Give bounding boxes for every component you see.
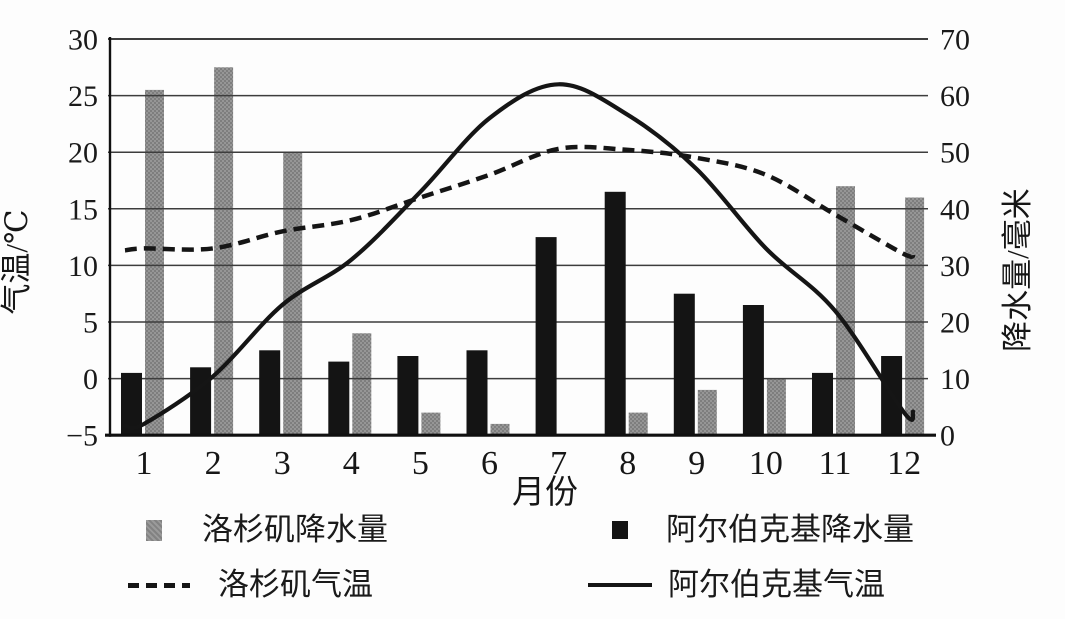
bar-luoshanji-precip [283, 152, 303, 436]
bar-aerbokeji-precip [812, 372, 833, 436]
bar-luoshanji-precip [490, 423, 510, 436]
right-tick-label: 0 [940, 420, 955, 453]
month-tick-label: 1 [136, 445, 153, 482]
bar-luoshanji-precip [697, 389, 717, 436]
left-tick-label: 25 [68, 80, 98, 113]
left-tick-label: −5 [66, 420, 98, 453]
bar-aerbokeji-precip [604, 191, 626, 436]
left-tick-label: 10 [68, 250, 98, 283]
bar-aerbokeji-precip [742, 305, 764, 436]
bar-luoshanji-precip [214, 67, 234, 436]
right-tick-label: 10 [940, 363, 970, 396]
line-luoshanji-temp [124, 144, 916, 259]
right-tick-label: 70 [940, 24, 970, 57]
right-tick-label: 40 [940, 193, 970, 226]
right-tick-label: 30 [940, 250, 970, 283]
bar-aerbokeji-precip [190, 367, 212, 436]
month-tick-label: 5 [412, 445, 429, 482]
right-tick-label: 50 [940, 137, 970, 170]
left-tick-label: 20 [68, 137, 98, 170]
bar-aerbokeji-precip [121, 372, 142, 436]
month-tick-label: 2 [205, 445, 222, 482]
bar-aerbokeji-precip [259, 350, 281, 436]
bar-luoshanji-precip [421, 412, 441, 436]
right-tick-label: 60 [940, 80, 970, 113]
month-tick-label: 8 [619, 445, 636, 482]
bar-aerbokeji-precip [466, 350, 488, 436]
month-tick-label: 12 [887, 445, 921, 482]
right-axis-title: 降水量/毫米 [1000, 188, 1035, 352]
bar-luoshanji-precip [905, 197, 925, 436]
bar-aerbokeji-precip [397, 356, 419, 436]
bar-luoshanji-precip [628, 412, 648, 436]
left-tick-label: 30 [68, 24, 98, 57]
right-tick-label: 20 [940, 307, 970, 340]
bar-luoshanji-precip [766, 378, 786, 436]
bar-luoshanji-precip [145, 89, 164, 436]
bar-luoshanji-precip [352, 333, 372, 436]
month-tick-label: 11 [819, 445, 852, 482]
line-aerbokeji-temp [122, 82, 916, 431]
month-tick-label: 4 [343, 445, 360, 482]
left-tick-label: 15 [68, 193, 98, 226]
month-tick-label: 7 [550, 445, 567, 482]
month-tick-label: 10 [749, 445, 783, 482]
left-tick-label: 5 [83, 307, 98, 340]
bar-aerbokeji-precip [535, 237, 557, 436]
bar-aerbokeji-precip [673, 293, 695, 436]
month-tick-label: 6 [481, 445, 498, 482]
month-tick-label: 9 [688, 445, 705, 482]
bar-aerbokeji-precip [328, 361, 350, 436]
x-axis-title: 月份 [512, 474, 578, 511]
bar-luoshanji-precip [836, 186, 855, 436]
left-tick-label: 0 [83, 363, 98, 396]
left-axis-title: 气温/℃ [0, 209, 34, 314]
month-tick-label: 3 [274, 445, 291, 482]
